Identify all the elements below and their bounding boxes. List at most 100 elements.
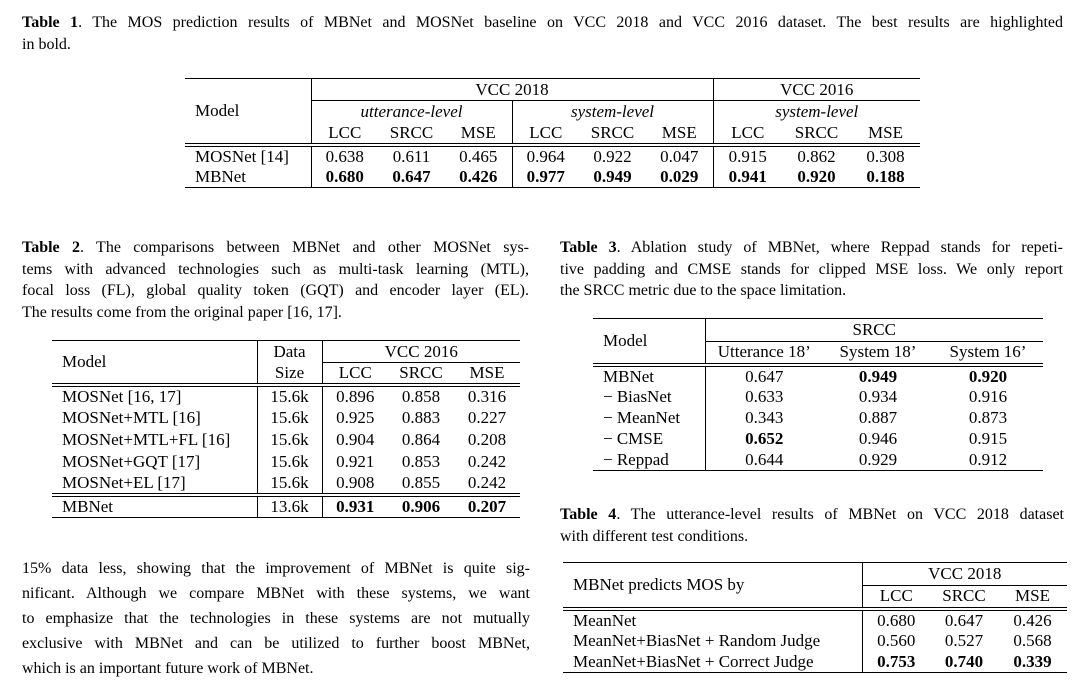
group-header-vcc2016: VCC 2016 — [713, 78, 921, 101]
text-line: 15% data less, showing that the improvem… — [22, 560, 530, 577]
table-cell: 15.6k — [257, 451, 323, 473]
table1-caption: Table 1. The MOS prediction results of M… — [22, 12, 1063, 55]
col-header-mse: MSE — [646, 122, 714, 145]
col-header-srcc: SRCC — [942, 586, 986, 606]
table-cell: 0.680 — [325, 166, 364, 186]
table-row: MOSNet+MTL [16] 15.6k 0.925 0.883 0.227 — [52, 407, 520, 429]
text-line: to emphasize that the technologies in th… — [22, 610, 530, 627]
col-header-mse: MSE — [445, 122, 513, 145]
table4: MBNet predicts MOS by VCC 2018 LCC SRCC … — [563, 562, 1068, 673]
table-cell: 15.6k — [257, 429, 323, 451]
table-cell: 0.652 — [745, 429, 784, 448]
col-header-utterance-18: Utterance 18’ — [717, 342, 811, 362]
table-cell: 0.964 — [512, 142, 579, 167]
col-header-mse: MSE — [1015, 586, 1050, 606]
table-cell: 0.647 — [705, 362, 823, 387]
table-cell: 0.638 — [311, 142, 378, 167]
table-row: MOSNet [16, 17] 15.6k 0.896 0.858 0.316 — [52, 383, 521, 407]
table-cell: 0.904 — [336, 430, 375, 449]
table-cell: 0.925 — [336, 408, 375, 427]
table-cell: 0.568 — [1013, 631, 1052, 650]
table-cell: 15.6k — [257, 473, 323, 495]
table-cell: MeanNet — [563, 606, 863, 631]
col-header-srcc: SRCC — [399, 363, 443, 382]
table-cell: 0.753 — [877, 651, 916, 671]
table-row: − MeanNet 0.343 0.887 0.873 — [593, 407, 1043, 429]
caption-line: Table 1. The MOS prediction results of M… — [22, 12, 1063, 34]
table-cell: 0.934 — [858, 387, 898, 406]
table-cell: 0.343 — [745, 408, 784, 427]
table-cell: 0.916 — [968, 387, 1008, 406]
table-row: MBNet 13.6k 0.931 0.906 0.207 — [52, 493, 521, 518]
table-cell: 0.908 — [336, 473, 375, 492]
table-cell: 0.527 — [944, 631, 984, 650]
table-row: MBNet 0.680 0.647 0.426 0.977 0.949 0.029 0.941… — [185, 166, 920, 187]
table-cell: MOSNet+MTL [16] — [52, 407, 258, 429]
table-cell: MOSNet+GQT [17] — [52, 451, 258, 473]
table-cell: 0.887 — [858, 408, 898, 427]
table-row: MOSNet+EL [17] 15.6k 0.908 0.855 0.242 — [52, 473, 520, 495]
table-cell: 0.949 — [593, 166, 632, 186]
table-cell: 0.611 — [378, 142, 445, 167]
caption-line: Table 4. The utterance-level results of … — [560, 504, 1064, 526]
table-cell: MOSNet+MTL+FL [16] — [52, 429, 258, 451]
table1: Model VCC 2018 VCC 2016 utterance-level … — [185, 78, 921, 188]
table1-caption-label: Table 1 — [22, 14, 79, 31]
table-cell: 0.339 — [1013, 651, 1052, 671]
group-header-vcc2018: VCC 2018 — [311, 78, 714, 101]
table4-caption-text: . The utterance-level results of MBNet o… — [616, 506, 1064, 523]
col-header-system-16: System 16’ — [949, 342, 1027, 362]
table-cell: 0.929 — [858, 449, 898, 469]
caption-line: Table 2. The comparisons between MBNet a… — [22, 237, 529, 259]
table-cell: 0.207 — [454, 493, 521, 518]
text-line: tems with advanced technologies such as … — [22, 260, 529, 278]
table-cell: 0.316 — [454, 383, 521, 407]
body-paragraph: 15% data less, showing that the improvem… — [22, 556, 530, 681]
table1-caption-text: . The MOS prediction results of MBNet an… — [78, 14, 1064, 31]
text-line: with different test conditions. — [560, 527, 749, 545]
table2-caption-text: . The comparisons between MBNet and othe… — [80, 239, 529, 256]
col-header-data-size: Data Size — [257, 340, 323, 385]
table-cell: 0.633 — [745, 387, 784, 406]
col-header-lcc: LCC — [328, 122, 362, 142]
group-header-srcc: SRCC — [705, 318, 1043, 342]
table-cell: 0.920 — [797, 166, 836, 186]
col-header-model: Model — [593, 318, 706, 365]
group-header-vcc2018: VCC 2018 — [862, 562, 1068, 586]
table2-caption-rest: tems with advanced technologies such as … — [22, 259, 529, 324]
subgroup-utterance-level: utterance-level — [311, 100, 513, 123]
table-cell: 0.906 — [388, 493, 454, 518]
table-cell: 0.862 — [782, 142, 851, 167]
col-header-lcc: LCC — [879, 586, 913, 606]
table-cell: MBNet — [593, 362, 706, 387]
table-cell: − Reppad — [593, 449, 706, 471]
table-cell: 0.426 — [998, 606, 1068, 631]
text-line: focal loss (FL), global quality token (G… — [22, 282, 529, 299]
table-cell: − BiasNet — [593, 386, 706, 408]
table3: Model SRCC Utterance 18’ System 18’ Syst… — [593, 318, 1043, 471]
table-cell: 0.242 — [467, 473, 507, 492]
col-header-mbnet-predicts: MBNet predicts MOS by — [563, 562, 863, 609]
table-cell: 0.883 — [401, 408, 441, 427]
table2-caption: Table 2. The comparisons between MBNet a… — [22, 237, 529, 323]
table-cell: 0.308 — [851, 142, 921, 167]
table-cell: 0.946 — [858, 429, 898, 448]
table-row: MeanNet+BiasNet + Random Judge 0.560 0.527… — [563, 630, 1067, 652]
table1-caption-rest: in bold. — [22, 34, 1063, 56]
table-cell: 0.426 — [445, 166, 513, 187]
table4-caption-rest: with different test conditions. — [560, 526, 1064, 548]
table-cell: 0.941 — [728, 166, 767, 186]
table-cell: 0.227 — [467, 408, 507, 427]
table-row: MOSNet+GQT [17] 15.6k 0.921 0.853 0.242 — [52, 451, 520, 473]
table-cell: 0.896 — [322, 383, 388, 407]
table-cell: − CMSE — [593, 428, 706, 450]
table-row: MBNet 0.647 0.949 0.920 — [593, 362, 1043, 387]
table-cell: 0.864 — [401, 430, 441, 449]
table-cell: 0.949 — [823, 362, 933, 387]
table-cell: MOSNet+EL [17] — [52, 473, 258, 495]
col-header-mse: MSE — [469, 363, 505, 382]
table-cell: − MeanNet — [593, 407, 706, 429]
table-cell: MBNet — [185, 166, 312, 187]
text-line: tive padding and CMSE stands for clipped… — [560, 260, 1063, 278]
